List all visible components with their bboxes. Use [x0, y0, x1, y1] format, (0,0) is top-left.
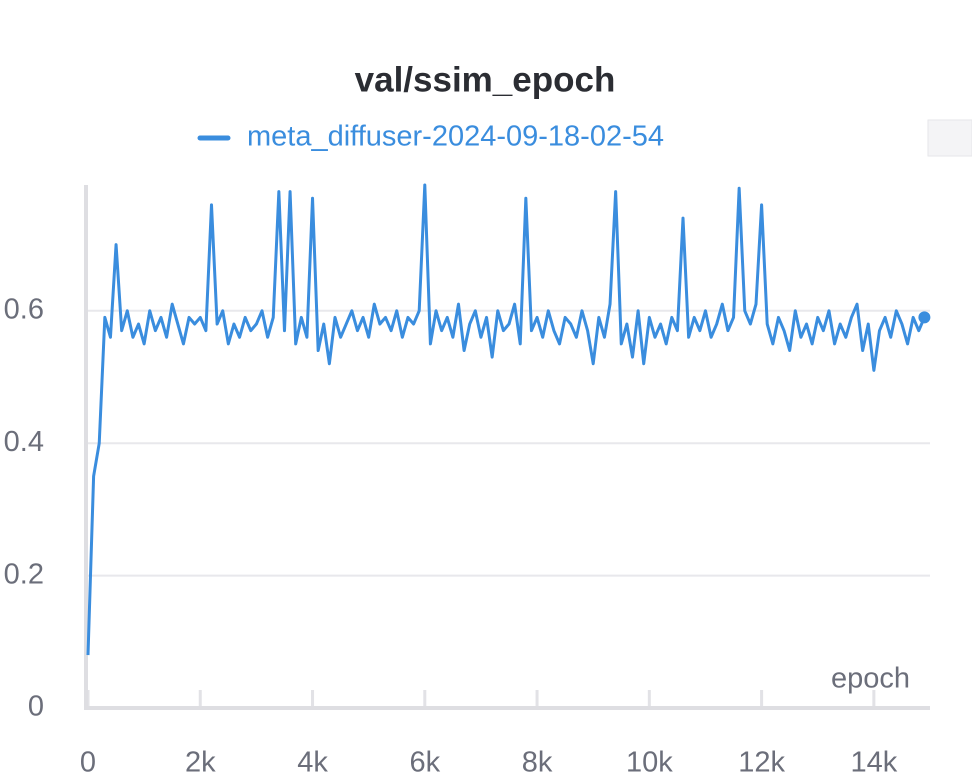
x-tick-label: 8k: [522, 747, 553, 779]
x-tick-label: 4k: [297, 747, 328, 779]
y-tick-label: 0.6: [4, 293, 44, 325]
x-tick-label: 0: [80, 747, 96, 779]
x-axis-label: epoch: [831, 663, 910, 695]
legend-label: meta_diffuser-2024-09-18-02-54: [247, 121, 664, 153]
x-tick-label: 14k: [850, 747, 897, 779]
line-series: [86, 183, 926, 656]
end-point: [918, 311, 931, 324]
chart-title: val/ssim_epoch: [355, 60, 616, 99]
x-tick-label: 10k: [626, 747, 673, 779]
y-tick-label: 0.4: [4, 426, 44, 458]
x-tick-label: 2k: [185, 747, 216, 779]
x-tick-label: 6k: [409, 747, 440, 779]
y-tick-label: 0.2: [4, 558, 44, 590]
x-tick-label: 12k: [738, 747, 785, 779]
panel-control[interactable]: [927, 119, 972, 157]
y-tick-label: 0: [28, 691, 44, 723]
